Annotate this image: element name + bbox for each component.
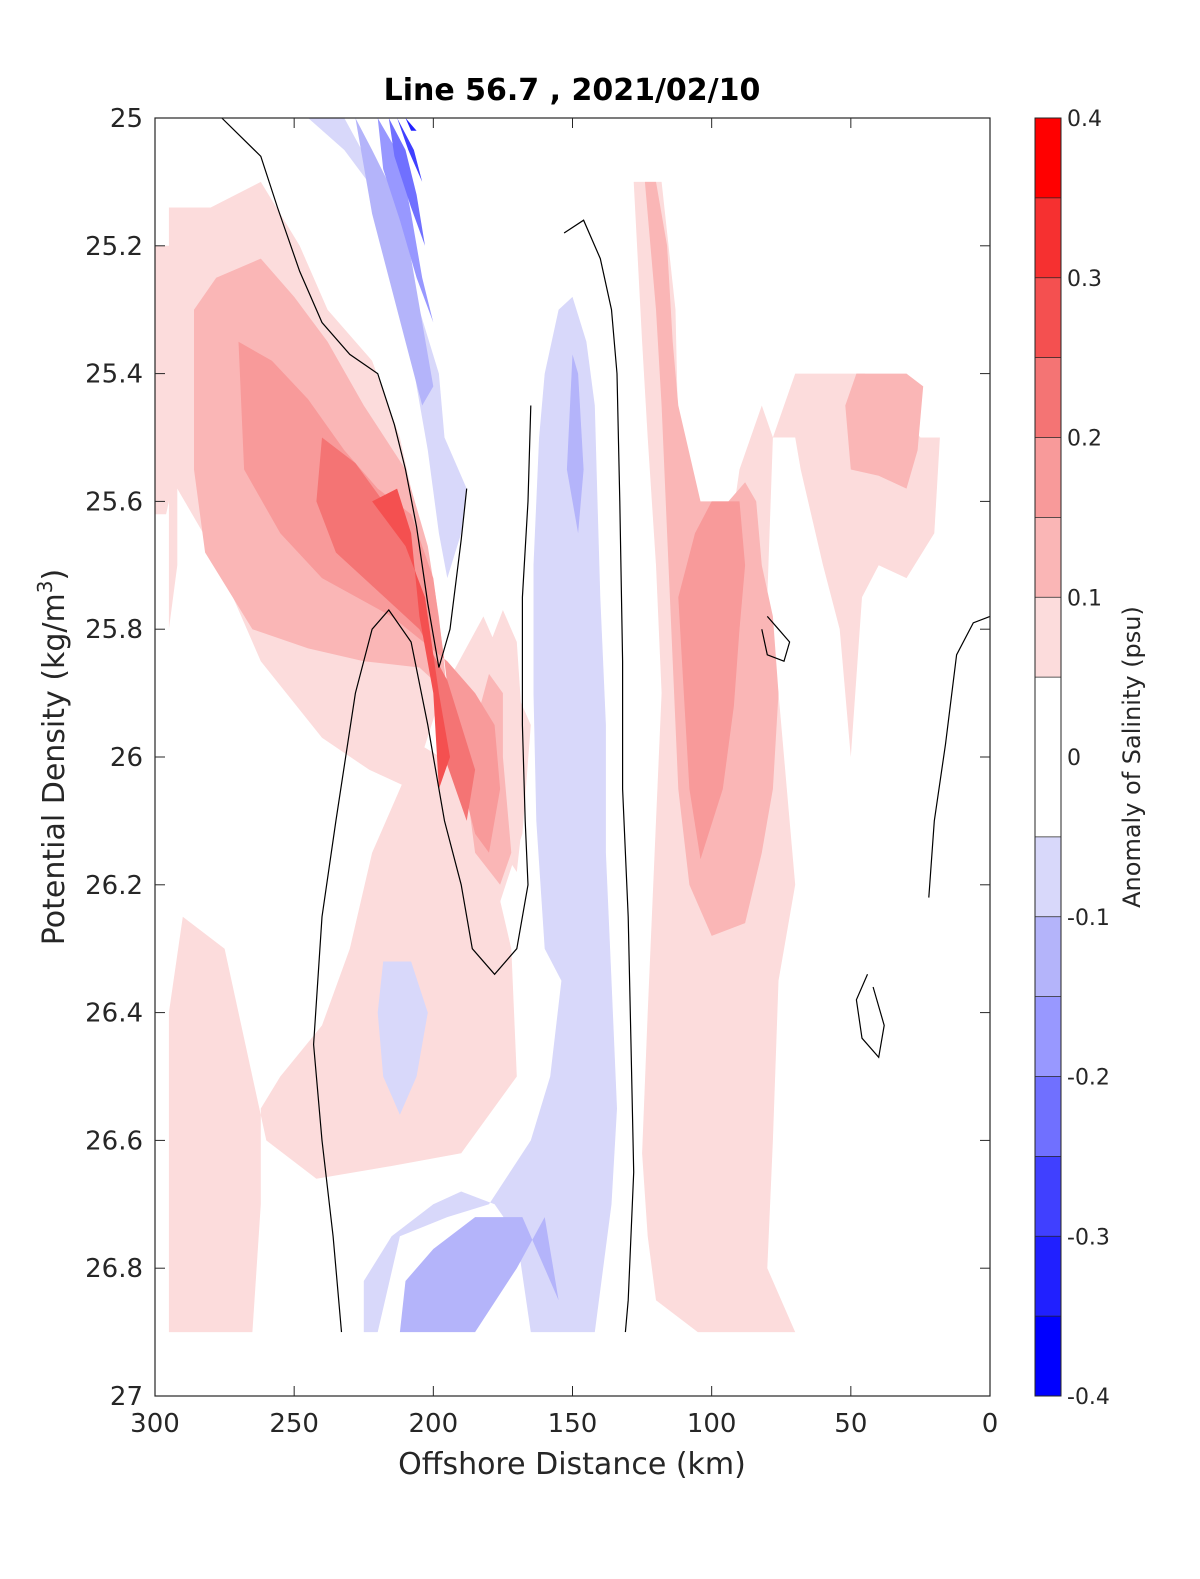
colorbar-swatch [1035, 1156, 1061, 1237]
contour-fill-region-6 [845, 373, 924, 489]
y-tick-label: 26.4 [85, 999, 143, 1029]
contour-fill-region-12 [363, 296, 617, 1333]
colorbar-tick-label: 0.4 [1067, 107, 1102, 132]
colorbar-tick-label: -0.2 [1067, 1066, 1110, 1091]
y-axis-label: Potential Density (kg/m3) [33, 569, 72, 945]
x-tick-label: 200 [409, 1409, 459, 1439]
colorbar-tick-label: -0.3 [1067, 1225, 1110, 1250]
contour-fill-region-8 [678, 501, 746, 860]
y-axis-label-main: Potential Density (kg/m [37, 593, 72, 945]
x-tick-label: 50 [834, 1409, 867, 1439]
y-tick-label: 25.4 [85, 360, 143, 390]
x-tick-label: 150 [548, 1409, 598, 1439]
contour-fill-region-14 [355, 118, 434, 406]
zero-contour-line-5 [928, 615, 991, 898]
colorbar-swatch [1035, 677, 1061, 837]
x-tick-label: 300 [130, 1409, 180, 1439]
contour-fill-region-16 [399, 1217, 559, 1333]
colorbar-swatch [1035, 1076, 1061, 1157]
y-tick-label: 26 [110, 743, 143, 773]
y-tick-label: 25.6 [85, 487, 143, 517]
contour-fills [155, 118, 940, 1333]
colorbar-tick-label: 0 [1067, 746, 1081, 771]
colorbar-swatch [1035, 517, 1061, 598]
zero-contour-line-0 [221, 117, 468, 668]
colorbar-label: Anomaly of Salinity (psu) [1118, 606, 1146, 908]
contour-fill-region-20 [405, 118, 417, 131]
x-tick-label: 100 [687, 1409, 737, 1439]
colorbar-swatch [1035, 996, 1061, 1077]
y-axis-label-tail: ) [37, 569, 72, 581]
y-tick-label: 26.2 [85, 871, 143, 901]
y-tick-label: 25 [110, 104, 143, 134]
contour-fill-region-1 [155, 245, 183, 515]
zero-contour-line-4 [855, 974, 885, 1059]
colorbar-tick-label: -0.4 [1067, 1385, 1110, 1410]
y-tick-label: 25.2 [85, 232, 143, 262]
contour-fill-region-19 [397, 118, 423, 182]
colorbar-swatch [1035, 118, 1061, 198]
contour-fill-region-10 [372, 488, 450, 789]
colorbar-tick-label: 0.1 [1067, 586, 1102, 611]
axis-ticks: 300 250 200 150 100 50 0 25 25.2 25.4 25.6 25.8 26 26… [85, 104, 998, 1439]
zero-contour-line-3 [761, 616, 791, 662]
chart-title: Line 56.7 , 2021/02/10 [384, 73, 761, 108]
y-tick-label: 27 [110, 1382, 143, 1412]
colorbar-swatch [1035, 1236, 1061, 1317]
contour-fill-region-7 [238, 341, 501, 853]
colorbar-swatch [1035, 277, 1061, 358]
x-axis-label: Offshore Distance (km) [398, 1447, 746, 1482]
colorbar: 0.4 0.3 0.2 0.1 0 -0.1 -0.2 -0.3 -0.4 [1034, 107, 1110, 1410]
contour-fill-region-18 [388, 118, 425, 246]
contour-fill-region-17 [377, 118, 434, 323]
colorbar-tick-label: 0.3 [1067, 267, 1102, 292]
colorbar-swatch [1035, 357, 1061, 438]
colorbar-swatch [1035, 597, 1061, 678]
contour-fill-region-2 [168, 744, 517, 1333]
colorbar-frame [1034, 117, 1062, 1397]
colorbar-swatch [1035, 437, 1061, 518]
x-tick-label: 250 [269, 1409, 319, 1439]
colorbar-tick-label: 0.2 [1067, 427, 1102, 452]
y-tick-label: 25.8 [85, 615, 143, 645]
contour-fill-region-13 [377, 961, 428, 1115]
contour-fill-region-9 [316, 437, 476, 821]
x-tick-label: 0 [982, 1409, 999, 1439]
colorbar-swatch [1035, 1316, 1061, 1396]
colorbar-swatch [1035, 916, 1061, 997]
y-axis-label-superscript: 3 [33, 580, 57, 593]
colorbar-swatch [1035, 197, 1061, 278]
zero-contour-line-1 [312, 405, 532, 1333]
colorbar-swatch [1035, 836, 1061, 917]
zero-contour-line-2 [563, 219, 635, 1333]
colorbar-tick-label: -0.1 [1067, 906, 1110, 931]
plot-area: 300 250 200 150 100 50 0 25 25.2 25.4 25.6 25.8 26 26… [85, 104, 998, 1439]
zero-contours [221, 117, 991, 1333]
y-tick-label: 26.6 [85, 1126, 143, 1156]
contour-fill-region-11 [308, 118, 467, 579]
contour-fill-region-15 [566, 354, 584, 534]
y-tick-label: 26.8 [85, 1254, 143, 1284]
